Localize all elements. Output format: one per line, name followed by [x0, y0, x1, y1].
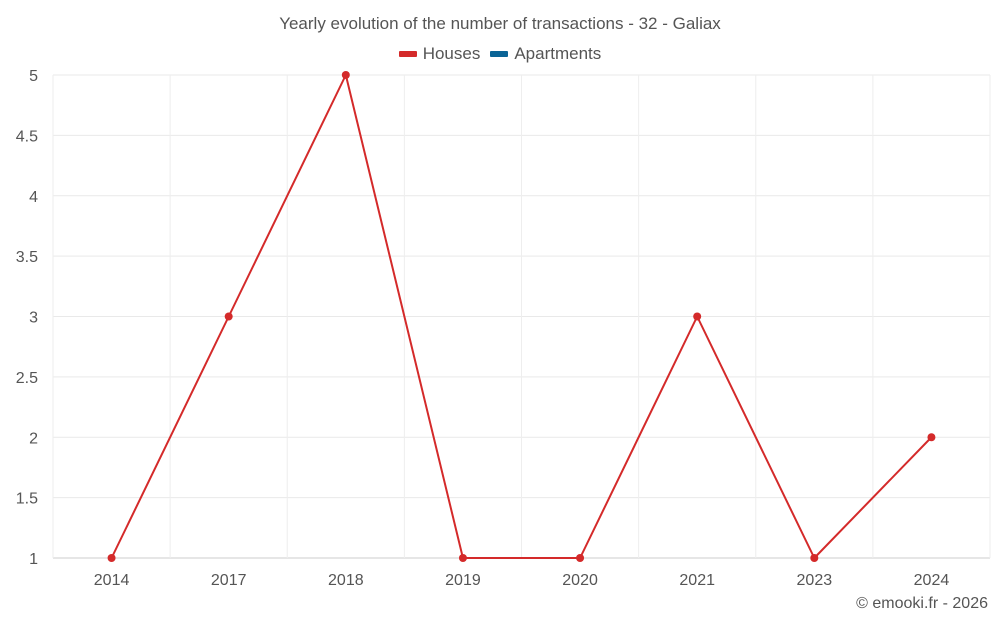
x-tick-label: 2021 [679, 572, 715, 589]
y-tick-label: 4.5 [16, 128, 38, 145]
y-tick-label: 1 [29, 551, 38, 568]
y-tick-label: 3.5 [16, 249, 38, 266]
credits[interactable]: © emooki.fr - 2026 [856, 595, 988, 612]
legend-swatch-apartments [490, 51, 509, 57]
legend-item-apartments[interactable]: Apartments [490, 44, 601, 64]
series-houses [107, 71, 936, 562]
x-tick-label: 2019 [445, 572, 481, 589]
x-tick-label: 2023 [797, 572, 833, 589]
y-tick-label: 2.5 [16, 370, 38, 387]
x-tick-label: 2020 [562, 572, 598, 589]
legend: Houses Apartments [0, 44, 1000, 64]
chart-title: Yearly evolution of the number of transa… [279, 14, 721, 33]
data-point[interactable] [224, 312, 233, 321]
data-point[interactable] [341, 71, 350, 79]
y-tick-label: 5 [29, 68, 38, 85]
data-point[interactable] [810, 554, 819, 562]
series-line-houses [110, 74, 933, 559]
data-point[interactable] [927, 433, 936, 442]
x-tick-label: 2014 [94, 572, 130, 589]
legend-label-apartments: Apartments [514, 44, 602, 63]
data-point[interactable] [458, 554, 467, 562]
y-tick-label: 4 [29, 189, 38, 206]
x-tick-label: 2017 [211, 572, 247, 589]
y-tick-label: 1.5 [16, 491, 38, 508]
legend-item-houses[interactable]: Houses [398, 44, 481, 64]
legend-swatch-houses [398, 51, 417, 57]
x-tick-label: 2024 [914, 572, 950, 589]
axes: 1 1.5 2 2.5 3 3.5 4 4.5 5 2014 2017 2018 2019 2020 202… [16, 68, 950, 589]
data-point[interactable] [693, 312, 702, 321]
grid [52, 74, 991, 559]
x-tick-label: 2018 [328, 572, 364, 589]
legend-label-houses: Houses [422, 44, 481, 63]
y-tick-label: 2 [29, 430, 38, 447]
y-tick-label: 3 [29, 310, 38, 327]
data-point[interactable] [576, 554, 585, 562]
data-point[interactable] [107, 554, 116, 562]
